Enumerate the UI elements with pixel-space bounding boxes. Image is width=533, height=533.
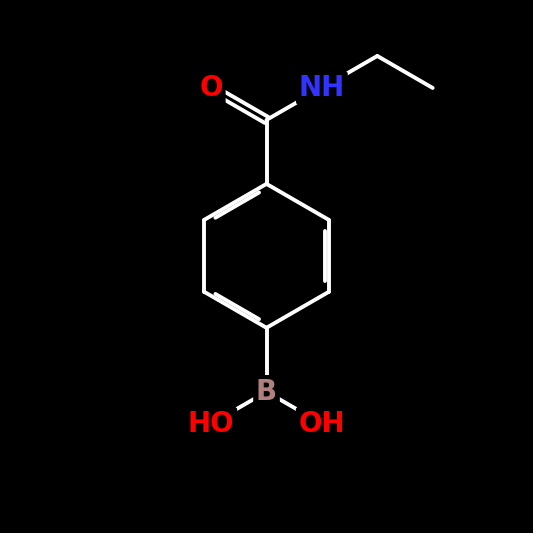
Text: HO: HO [188, 410, 235, 438]
Text: B: B [256, 378, 277, 406]
Text: NH: NH [299, 74, 345, 102]
Text: O: O [199, 74, 223, 102]
Text: OH: OH [298, 410, 345, 438]
